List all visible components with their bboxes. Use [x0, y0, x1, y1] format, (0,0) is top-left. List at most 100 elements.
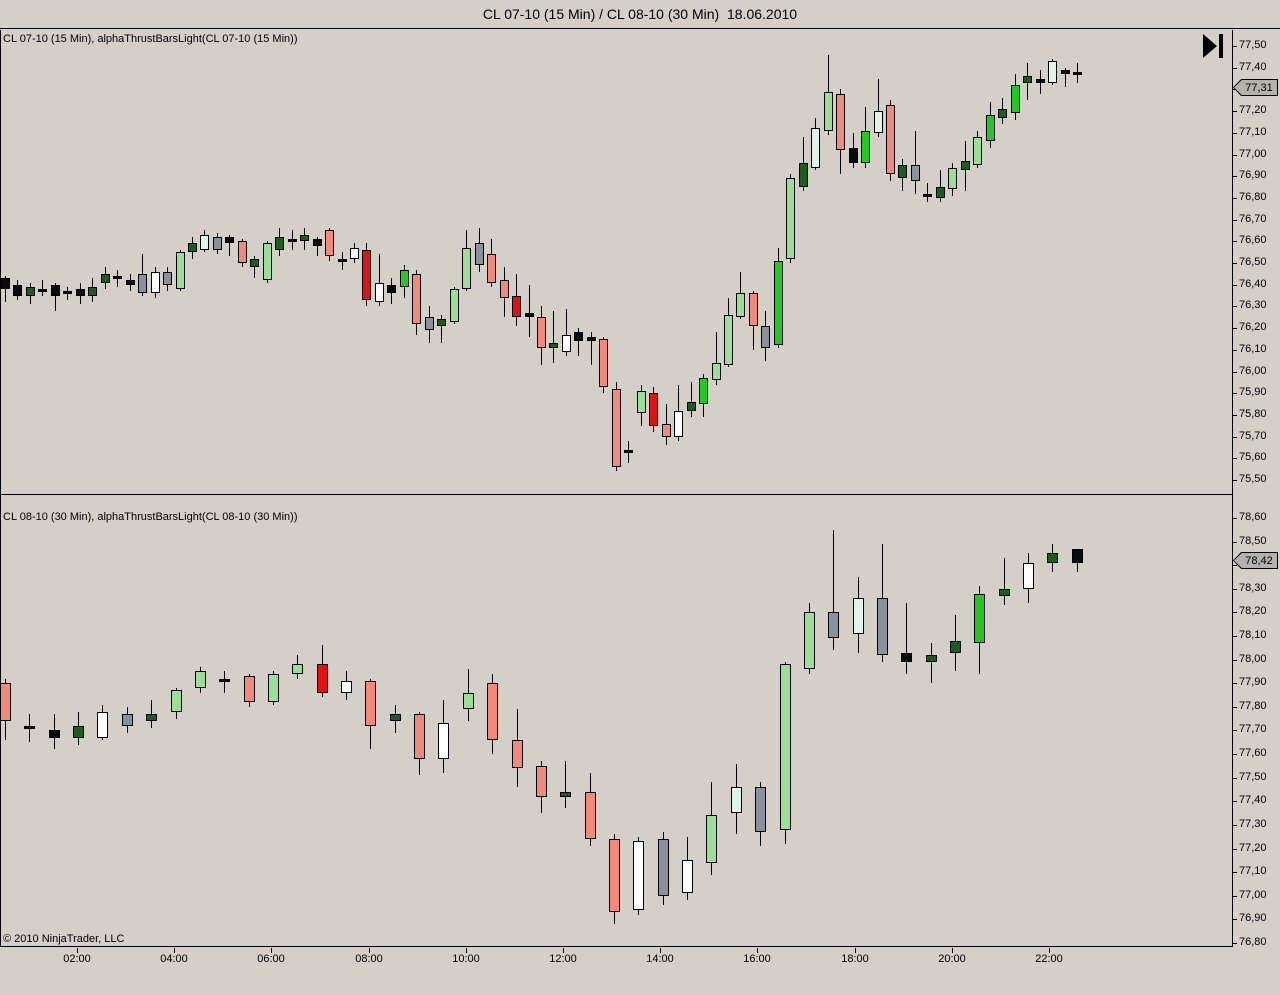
- x-axis-tick: [563, 948, 564, 953]
- candle: [961, 161, 970, 170]
- candle: [375, 283, 384, 302]
- candle: [1047, 553, 1058, 563]
- candle-wick: [5, 276, 6, 302]
- candle: [560, 792, 571, 797]
- candle: [662, 424, 671, 437]
- candle: [176, 252, 185, 289]
- candle-wick: [317, 237, 318, 256]
- candle: [624, 450, 633, 453]
- y-axis-label: 76,20: [1239, 321, 1267, 333]
- candle: [1023, 563, 1034, 589]
- x-axis-tick: [174, 948, 175, 953]
- candle: [537, 317, 546, 348]
- y-axis-label: 77,50: [1239, 39, 1267, 51]
- candle: [0, 683, 11, 721]
- y-axis-label: 76,80: [1239, 936, 1267, 948]
- candle: [849, 148, 858, 163]
- x-axis-tick: [369, 948, 370, 953]
- y-axis-tick: [1233, 111, 1237, 112]
- y-axis-label: 77,00: [1239, 889, 1267, 901]
- candle: [574, 332, 583, 341]
- candle: [500, 280, 509, 298]
- candle-wick: [565, 761, 566, 808]
- candle: [163, 272, 172, 285]
- price-axis-line[interactable]: [1232, 30, 1233, 947]
- y-axis-label: 77,10: [1239, 865, 1267, 877]
- candle-wick: [529, 285, 530, 337]
- candle-wick: [833, 530, 834, 650]
- y-axis-tick: [1233, 896, 1237, 897]
- x-axis-label: 08:00: [355, 953, 383, 965]
- candle: [450, 289, 459, 322]
- candle: [898, 165, 907, 178]
- marker-value: 77,31: [1234, 80, 1277, 95]
- y-axis-label: 76,30: [1239, 299, 1267, 311]
- candle: [874, 111, 883, 133]
- y-axis-label: 78,30: [1239, 582, 1267, 594]
- candle: [774, 261, 783, 345]
- candle: [824, 92, 833, 131]
- candle: [612, 389, 621, 467]
- candle: [811, 128, 820, 168]
- candle-wick: [224, 671, 225, 693]
- y-axis-label: 77,40: [1239, 61, 1267, 73]
- candle: [731, 787, 742, 813]
- y-axis-label: 77,10: [1239, 126, 1267, 138]
- x-axis-tick: [77, 948, 78, 953]
- y-axis-label: 75,90: [1239, 386, 1267, 398]
- y-axis-tick: [1233, 683, 1237, 684]
- candle: [828, 612, 839, 638]
- y-axis-label: 76,90: [1239, 169, 1267, 181]
- y-axis-label: 76,00: [1239, 365, 1267, 377]
- x-axis-tick: [271, 948, 272, 953]
- candle: [926, 655, 937, 662]
- y-axis-label: 76,50: [1239, 256, 1267, 268]
- y-axis-tick: [1233, 241, 1237, 242]
- candle: [948, 168, 957, 189]
- candle: [26, 287, 35, 296]
- candle: [706, 815, 717, 863]
- price-panel-cl-07-10[interactable]: [0, 30, 1232, 495]
- candle: [901, 653, 912, 662]
- y-axis-tick: [1233, 612, 1237, 613]
- y-axis-label: 77,70: [1239, 723, 1267, 735]
- candle: [138, 274, 147, 293]
- y-axis-tick: [1233, 801, 1237, 802]
- y-axis-label: 77,20: [1239, 104, 1267, 116]
- candle: [438, 723, 449, 759]
- price-panel-cl-08-10[interactable]: [0, 495, 1232, 947]
- y-axis-tick: [1233, 872, 1237, 873]
- candle: [761, 326, 770, 348]
- candle: [437, 319, 446, 326]
- candle: [275, 237, 284, 250]
- candle-wick: [716, 332, 717, 385]
- candle: [122, 714, 133, 726]
- candle: [1061, 70, 1070, 74]
- y-axis-label: 76,70: [1239, 213, 1267, 225]
- y-axis-tick: [1233, 350, 1237, 351]
- y-axis-tick: [1233, 393, 1237, 394]
- candle: [786, 178, 795, 259]
- copyright-text: © 2010 NinjaTrader, LLC: [3, 933, 125, 945]
- last-price-marker-top: 77,31: [1233, 79, 1278, 96]
- candle: [390, 714, 401, 721]
- x-axis-tick: [757, 948, 758, 953]
- x-axis-label: 12:00: [549, 953, 577, 965]
- candle: [414, 714, 425, 759]
- candle: [649, 393, 658, 426]
- candle: [146, 714, 157, 721]
- candle: [317, 664, 328, 693]
- candle: [512, 296, 521, 317]
- candle-wick: [691, 382, 692, 417]
- y-axis-label: 77,20: [1239, 842, 1267, 854]
- candle-wick: [553, 311, 554, 363]
- candle: [861, 131, 870, 163]
- candle: [412, 274, 421, 324]
- y-axis-tick: [1233, 707, 1237, 708]
- go-to-last-bar-icon[interactable]: [1203, 34, 1225, 58]
- candle: [288, 239, 297, 242]
- x-axis-tick: [855, 948, 856, 953]
- y-axis-tick: [1233, 480, 1237, 481]
- x-axis-label: 22:00: [1035, 953, 1063, 965]
- candle: [609, 839, 620, 912]
